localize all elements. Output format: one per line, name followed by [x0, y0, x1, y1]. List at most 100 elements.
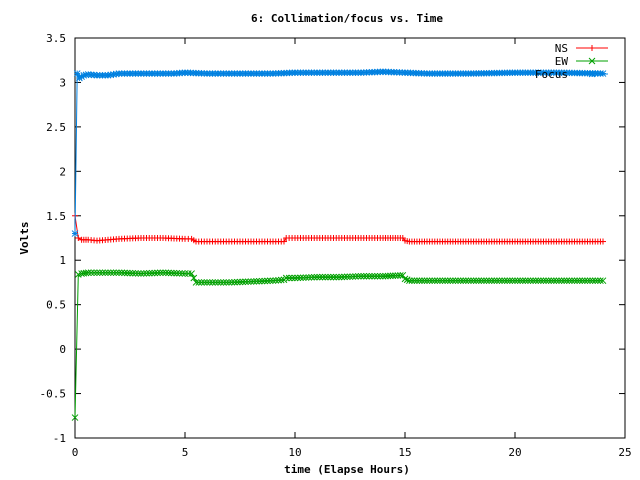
data-point-ew: [242, 278, 249, 286]
y-tick-label: 0.5: [46, 299, 66, 312]
series-ew: [71, 269, 607, 421]
data-point-ew: [542, 277, 550, 285]
data-point-ew: [578, 277, 586, 285]
data-point-ew: [258, 277, 266, 285]
data-point-ew: [357, 272, 365, 280]
legend-marker-ns: [589, 45, 595, 51]
data-point-ew: [511, 277, 519, 285]
data-point-ew: [452, 277, 459, 285]
data-point-ew: [327, 273, 335, 281]
data-point-ew: [346, 273, 354, 281]
data-point-ew: [217, 279, 225, 286]
data-point-ew: [211, 279, 219, 286]
data-point-ew: [563, 277, 571, 285]
x-tick-label: 15: [398, 446, 411, 459]
data-point-ew: [496, 277, 503, 285]
data-point-ew: [192, 279, 200, 286]
y-tick-label: 0: [59, 343, 66, 356]
data-point-ew: [454, 277, 462, 285]
data-point-ew: [503, 277, 511, 285]
data-point-ew: [519, 277, 527, 285]
data-point-ns: [281, 238, 287, 245]
data-point-ew: [467, 277, 475, 285]
data-point-ew: [239, 278, 247, 286]
data-point-ew: [285, 274, 293, 282]
y-tick-label: 2.5: [46, 121, 66, 134]
data-point-ew: [591, 277, 599, 285]
data-point-ew: [228, 278, 236, 286]
data-point-ew: [418, 277, 426, 285]
y-tick-label: -0.5: [40, 388, 67, 401]
data-point-ew: [236, 278, 244, 286]
data-point-ew: [565, 277, 573, 285]
data-point-ew: [151, 269, 159, 277]
data-point-ew: [231, 278, 238, 286]
data-point-ew: [112, 269, 120, 277]
legend-label-ns: NS: [555, 42, 568, 55]
data-point-ew: [209, 279, 216, 286]
data-point-ew: [431, 277, 439, 285]
data-point-ew: [299, 274, 307, 282]
data-point-focus: [71, 230, 79, 237]
data-point-ew: [255, 277, 263, 285]
data-point-ew: [459, 277, 467, 285]
data-point-ew: [558, 277, 565, 285]
data-point-ew: [247, 278, 255, 285]
data-point-ew: [428, 277, 436, 285]
x-tick-label: 10: [288, 446, 301, 459]
data-point-ew: [584, 277, 591, 285]
data-point-ew: [132, 269, 139, 277]
data-point-ew: [363, 272, 370, 280]
ticks-layer: 0 5 10 15 20 25 -1 -0.5 0 0.5 1 1.5 2 2.5 3 3.5: [40, 32, 632, 459]
x-tick-label: 0: [72, 446, 79, 459]
data-point-ew: [550, 277, 558, 285]
data-point-ew: [145, 269, 153, 277]
data-point-ew: [341, 273, 348, 281]
data-point-ew: [176, 269, 183, 277]
data-point-ns: [75, 235, 82, 241]
data-point-ew: [509, 277, 516, 285]
legend-marker-ew: [588, 57, 596, 65]
data-point-ew: [387, 272, 394, 280]
data-point-ew: [571, 277, 578, 285]
data-point-ew: [206, 279, 214, 286]
data-point-ew: [250, 278, 258, 285]
data-point-ew: [99, 269, 106, 277]
y-tick-label: 3.5: [46, 32, 66, 45]
data-point-ew: [349, 273, 357, 280]
legend-label-focus: Focus: [535, 68, 568, 81]
data-point-ew: [338, 273, 346, 281]
data-point-ew: [233, 278, 241, 286]
data-point-ew: [401, 275, 409, 283]
x-tick-label: 5: [182, 446, 189, 459]
data-point-ew: [514, 277, 521, 285]
x-tick-label: 25: [618, 446, 631, 459]
data-point-ew: [589, 277, 597, 285]
data-point-ew: [462, 277, 470, 285]
data-point-ew: [316, 273, 324, 281]
data-point-ew: [354, 272, 362, 280]
data-point-ew: [382, 272, 389, 280]
data-point-ew: [266, 277, 274, 285]
data-point-ew: [294, 274, 302, 282]
data-point-ew: [71, 414, 79, 421]
data-point-ew: [244, 278, 252, 286]
data-point-ew: [555, 277, 563, 285]
data-point-ew: [159, 269, 167, 277]
data-point-ew: [568, 277, 576, 285]
data-point-ew: [104, 269, 112, 277]
series-layer: [71, 68, 607, 421]
data-point-ew: [214, 279, 222, 286]
data-point-ew: [441, 277, 449, 285]
data-point-ew: [277, 276, 285, 284]
data-point-ew: [319, 273, 326, 281]
data-point-ew: [421, 277, 428, 285]
data-point-ew: [90, 269, 98, 277]
data-point-ew: [537, 277, 545, 285]
y-tick-label: 1.5: [46, 210, 66, 223]
data-point-ew: [165, 269, 172, 277]
data-point-ew: [581, 277, 589, 285]
data-point-ew: [162, 269, 170, 277]
data-point-ew: [137, 270, 145, 277]
